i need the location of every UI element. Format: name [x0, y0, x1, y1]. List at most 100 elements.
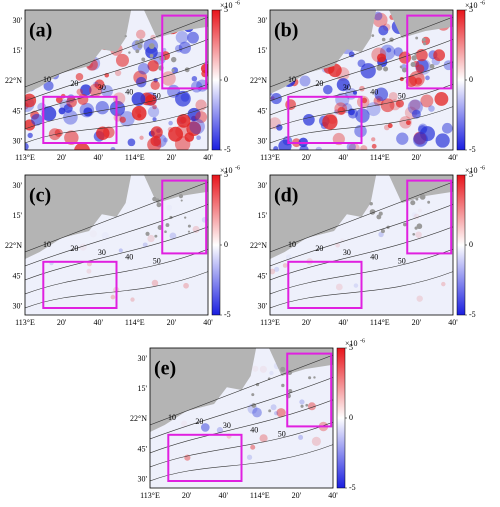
anomaly	[372, 12, 388, 28]
anomaly	[135, 76, 147, 88]
anomaly	[270, 268, 276, 275]
island	[376, 64, 383, 71]
anomaly	[259, 434, 268, 443]
anomaly	[127, 138, 136, 147]
island	[180, 199, 183, 202]
anomaly	[181, 421, 187, 427]
lon-tick-label: 114°E	[125, 318, 145, 327]
island	[251, 393, 255, 397]
lon-tick-label: 40'	[448, 318, 458, 327]
contour-label: 30	[343, 83, 351, 92]
island	[184, 216, 187, 219]
island	[399, 65, 403, 69]
island	[410, 61, 416, 68]
anomaly	[387, 123, 393, 129]
colorbar-tick-label: 5	[224, 170, 228, 179]
colorbar-tick-label: -5	[469, 145, 476, 154]
contour	[25, 61, 208, 116]
anomaly	[147, 137, 162, 150]
anomaly	[274, 266, 280, 272]
lon-tick-label: 20'	[57, 153, 67, 162]
colorbar-multiplier: ×10	[465, 166, 478, 175]
island	[419, 194, 426, 200]
lon-tick-label: 40'	[448, 153, 458, 162]
region-box	[287, 260, 363, 309]
lon-tick-label: 113°E	[140, 491, 160, 500]
contour-label: 50	[153, 257, 161, 266]
region-box	[286, 352, 333, 428]
contour	[270, 248, 453, 295]
lon-tick-label: 40'	[338, 153, 348, 162]
contour	[270, 83, 453, 130]
island	[300, 404, 304, 408]
anomaly	[150, 80, 160, 90]
anomaly	[352, 90, 358, 95]
land	[25, 10, 132, 94]
contour-label: 10	[168, 413, 176, 422]
anomaly	[376, 53, 387, 63]
lat-tick-label: 15'	[13, 211, 23, 220]
lat-tick-label: 30'	[138, 354, 148, 363]
lat-tick-label: 45'	[258, 106, 268, 115]
anomaly	[269, 370, 274, 376]
contour-label: 10	[288, 75, 296, 84]
anomaly	[428, 105, 435, 112]
anomaly	[59, 99, 71, 111]
anomaly	[366, 102, 381, 117]
anomaly	[353, 283, 359, 288]
anomaly	[186, 121, 202, 137]
colorbar-tick-label: 0	[349, 413, 353, 422]
anomaly	[152, 104, 157, 110]
region-box	[42, 95, 118, 145]
contour-label: 40	[125, 87, 133, 96]
colorbar-tick-label: 0	[469, 240, 473, 249]
anomaly	[119, 116, 126, 123]
contour-label: 50	[153, 92, 161, 101]
anomaly	[413, 132, 428, 147]
anomaly	[337, 106, 346, 115]
lon-tick-label: 113°E	[15, 153, 35, 162]
anomaly	[411, 109, 421, 119]
lon-tick-label: 114°E	[125, 153, 145, 162]
land	[270, 175, 377, 259]
anomaly	[395, 99, 404, 108]
region-box	[161, 179, 208, 255]
contour-label: 50	[398, 257, 406, 266]
island	[128, 51, 131, 54]
lon-tick-label: 40'	[218, 491, 228, 500]
anomaly	[90, 230, 97, 237]
contour	[25, 226, 208, 281]
region-box	[42, 260, 118, 309]
colorbar	[336, 347, 346, 489]
anomaly	[378, 25, 389, 36]
anomaly	[425, 75, 430, 81]
colorbar-tick-label: 0	[224, 240, 228, 249]
colorbar-multiplier: ×10	[345, 339, 358, 348]
region-box	[406, 14, 453, 90]
anomaly	[360, 63, 376, 79]
anomaly	[323, 84, 333, 95]
island	[135, 49, 140, 54]
anomaly	[174, 44, 183, 53]
island	[280, 366, 286, 372]
anomaly	[335, 242, 341, 248]
map-panel: 10 20 30 40 50(d)30'15'22°N45'30'113°E 20' 40'…	[250, 165, 485, 326]
island	[376, 214, 382, 220]
island	[187, 230, 191, 233]
anomaly	[405, 120, 411, 126]
contour	[25, 248, 208, 295]
anomaly	[252, 407, 262, 418]
contour-label: 10	[288, 240, 296, 249]
anomaly	[415, 231, 422, 238]
anomaly	[131, 105, 147, 121]
colorbar-exponent: -6	[235, 165, 240, 171]
lat-tick-label: 15'	[13, 46, 23, 55]
contour	[25, 16, 208, 88]
island	[138, 38, 144, 44]
anomaly	[190, 81, 203, 93]
anomaly	[93, 81, 99, 88]
lon-tick-label: 40'	[93, 153, 103, 162]
anomaly	[299, 75, 311, 87]
anomaly	[371, 143, 377, 149]
anomaly	[360, 145, 368, 150]
